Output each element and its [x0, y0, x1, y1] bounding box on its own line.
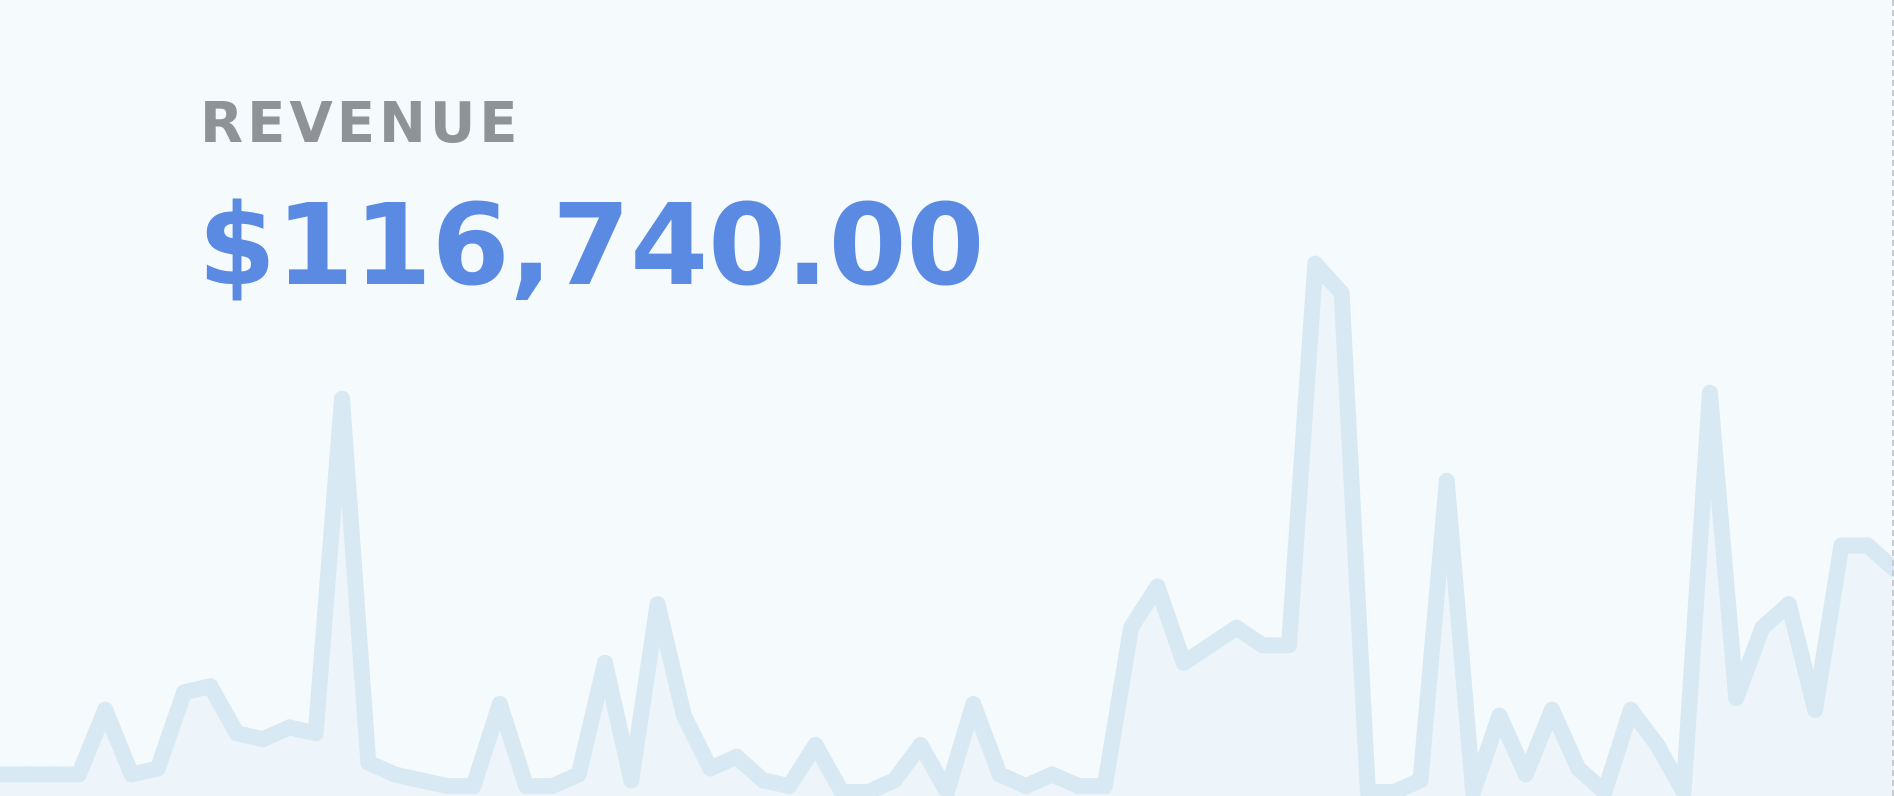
data-point	[1254, 637, 1271, 654]
data-point	[597, 654, 613, 671]
data-point	[202, 678, 219, 695]
data-point	[281, 719, 298, 736]
data-point	[833, 784, 850, 796]
data-point	[544, 778, 561, 795]
data-point	[1412, 772, 1429, 789]
data-point	[1333, 285, 1350, 302]
data-point	[860, 784, 877, 796]
data-point	[965, 696, 982, 712]
data-point	[1491, 707, 1508, 724]
data-point	[1175, 654, 1192, 671]
data-point	[781, 778, 798, 795]
data-point	[1465, 784, 1482, 796]
data-point	[1359, 784, 1376, 796]
data-point	[912, 737, 929, 753]
data-point	[1807, 701, 1824, 718]
data-point	[1701, 384, 1718, 401]
data-point	[1149, 578, 1166, 595]
data-point	[886, 772, 903, 789]
data-point	[623, 772, 640, 789]
data-point	[1228, 619, 1245, 636]
data-point	[1649, 737, 1666, 753]
data-point	[149, 760, 166, 777]
data-point	[360, 754, 377, 771]
data-point	[1307, 255, 1324, 272]
data-point	[570, 766, 587, 783]
data-point	[255, 731, 272, 748]
data-point	[807, 737, 824, 753]
metric-label: REVENUE	[200, 91, 522, 156]
revenue-line	[0, 255, 1894, 796]
data-point	[675, 707, 692, 724]
data-point	[1517, 766, 1534, 783]
revenue-points	[0, 255, 1894, 796]
data-point	[1123, 619, 1140, 636]
revenue-area-fill	[0, 263, 1894, 796]
data-point	[0, 766, 8, 783]
data-point	[465, 778, 482, 795]
data-point	[1044, 766, 1061, 783]
data-point	[334, 390, 350, 407]
data-point	[123, 766, 140, 783]
data-point	[1675, 784, 1692, 796]
data-point	[228, 725, 245, 742]
data-point	[176, 684, 193, 701]
data-point	[1780, 596, 1797, 613]
data-point	[1622, 701, 1639, 718]
data-point	[97, 701, 114, 718]
data-point	[44, 766, 61, 783]
data-point	[754, 772, 771, 789]
data-point	[1596, 784, 1613, 796]
data-point	[1438, 472, 1455, 489]
data-point	[70, 766, 87, 783]
data-point	[1833, 537, 1850, 554]
data-point	[649, 596, 666, 613]
data-point	[991, 766, 1008, 783]
metric-value: $116,740.00	[198, 181, 985, 311]
data-point	[1859, 537, 1876, 554]
data-point	[1202, 637, 1219, 654]
right-edge-divider	[1892, 0, 1894, 796]
data-point	[386, 766, 403, 783]
data-point	[1017, 778, 1034, 795]
data-point	[518, 778, 535, 795]
data-point	[307, 725, 324, 742]
data-point	[1570, 760, 1587, 777]
data-point	[439, 778, 456, 795]
data-point	[939, 784, 955, 796]
data-point	[1728, 690, 1745, 707]
data-point	[1096, 778, 1113, 795]
data-point	[702, 760, 719, 777]
data-point	[1281, 637, 1297, 654]
data-point	[1754, 619, 1771, 636]
data-point	[18, 766, 35, 783]
data-point	[1544, 701, 1560, 718]
data-point	[491, 696, 508, 712]
data-point	[1386, 784, 1403, 796]
data-point	[412, 772, 429, 789]
data-point	[1070, 778, 1087, 795]
data-point	[728, 748, 745, 765]
